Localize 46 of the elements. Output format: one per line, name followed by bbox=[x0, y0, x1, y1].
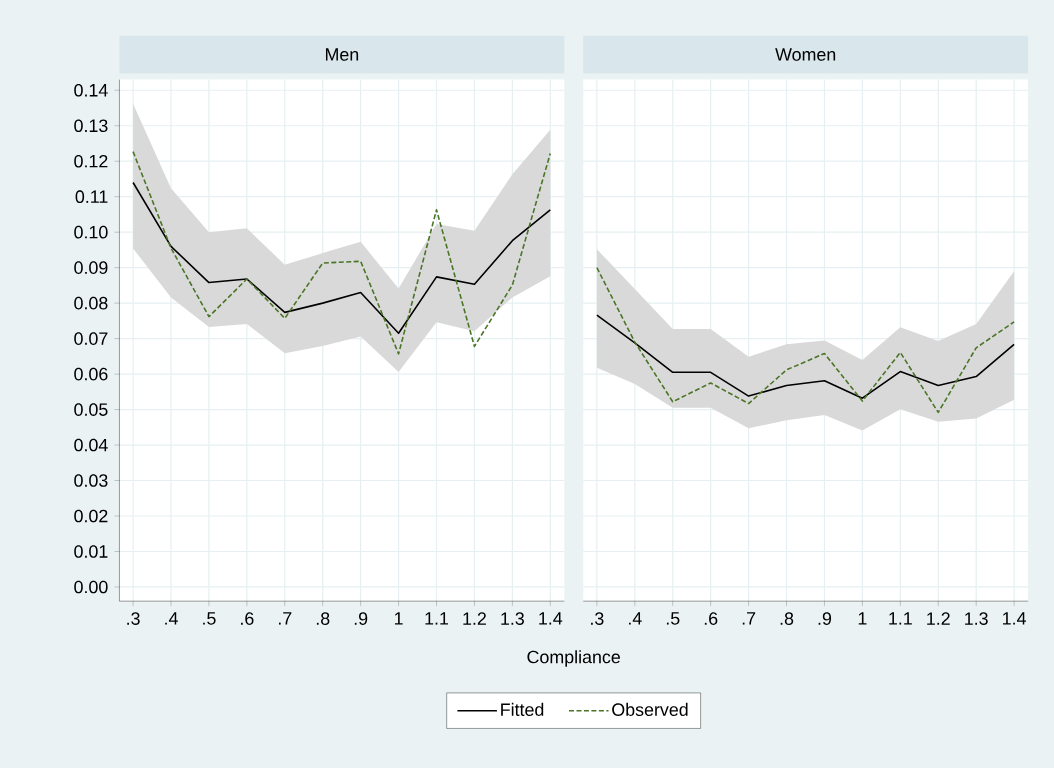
x-tick-label: 1.3 bbox=[965, 612, 988, 625]
y-tick-label: 0.13 bbox=[74, 119, 108, 132]
x-tick-label: 1 bbox=[858, 612, 867, 625]
y-tick-label: 0.02 bbox=[74, 509, 108, 523]
x-tick-label: .8 bbox=[316, 612, 330, 625]
x-tick-label: .9 bbox=[354, 612, 368, 625]
chart-title: Women bbox=[775, 48, 836, 61]
x-tick-label: 1.4 bbox=[1003, 612, 1026, 625]
x-tick-label: .6 bbox=[241, 612, 254, 625]
x-tick-label: 1.1 bbox=[889, 612, 912, 625]
y-tick-label: 0.01 bbox=[74, 544, 108, 558]
y-tick-label: 0.14 bbox=[74, 83, 108, 97]
x-tick-label: 1 bbox=[394, 612, 403, 625]
x-tick-label: 1.3 bbox=[501, 612, 524, 625]
x-tick-label: .8 bbox=[780, 612, 794, 625]
x-tick-label: .4 bbox=[629, 612, 642, 625]
chart-title: Men bbox=[325, 48, 359, 61]
x-axis-title: Compliance bbox=[527, 650, 620, 667]
line-series bbox=[132, 181, 552, 334]
x-tick-label: .5 bbox=[666, 612, 680, 625]
y-tick-label: 0.06 bbox=[74, 367, 108, 381]
x-tick-label: 1.4 bbox=[539, 612, 563, 625]
x-tick-label: 1.1 bbox=[425, 612, 449, 625]
y-tick-label: 0.00 bbox=[74, 580, 108, 594]
legend-label: Observed bbox=[612, 702, 688, 716]
y-tick-label: 0.04 bbox=[74, 438, 108, 452]
x-tick-label: 1.2 bbox=[463, 612, 486, 625]
x-tick-label: .7 bbox=[278, 612, 292, 625]
x-tick-label: .5 bbox=[203, 612, 216, 625]
y-tick-label: 0.10 bbox=[74, 225, 108, 239]
y-tick-label: 0.07 bbox=[74, 332, 108, 345]
x-tick-label: .7 bbox=[742, 612, 756, 625]
y-tick-label: 0.08 bbox=[74, 296, 108, 310]
x-tick-label: .3 bbox=[591, 612, 604, 625]
x-tick-label: 1.2 bbox=[927, 612, 950, 625]
y-tick-label: 0.03 bbox=[74, 474, 108, 487]
legend-label: Fitted bbox=[501, 702, 544, 716]
line-series bbox=[132, 150, 552, 355]
x-tick-label: .9 bbox=[818, 612, 832, 625]
y-tick-label: 0.12 bbox=[74, 154, 108, 168]
x-tick-label: .3 bbox=[127, 612, 140, 625]
y-tick-label: 0.09 bbox=[74, 261, 108, 274]
x-tick-label: .4 bbox=[165, 612, 178, 625]
x-tick-label: .6 bbox=[704, 612, 718, 625]
y-tick-label: 0.11 bbox=[75, 190, 108, 203]
y-tick-label: 0.05 bbox=[74, 403, 108, 416]
